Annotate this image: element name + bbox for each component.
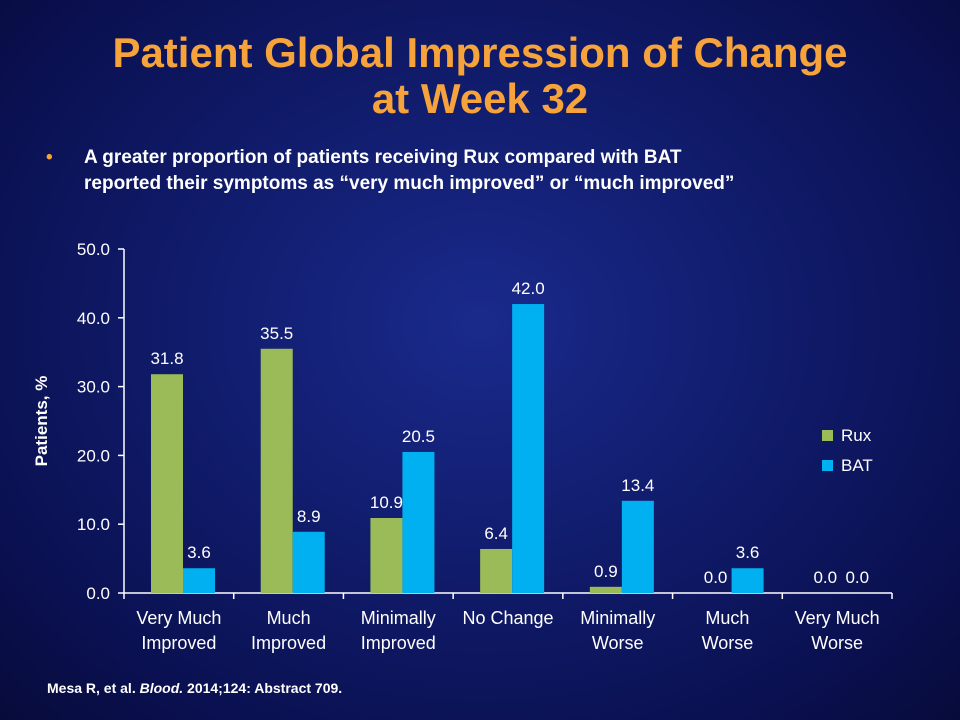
y-tick-label: 40.0 bbox=[77, 309, 110, 328]
data-label-bat: 3.6 bbox=[736, 543, 760, 562]
bullet-text-line-2: reported their symptoms as “very much im… bbox=[84, 173, 735, 194]
y-axis-title: Patients, % bbox=[32, 376, 51, 467]
x-category-label: Minimally bbox=[580, 608, 655, 628]
data-label-bat: 0.0 bbox=[845, 568, 869, 587]
legend-label-rux: Rux bbox=[841, 426, 872, 445]
x-category-label: No Change bbox=[462, 608, 553, 628]
x-category-label: Minimally bbox=[361, 608, 436, 628]
x-category-label: Improved bbox=[141, 633, 216, 653]
data-label-rux: 0.0 bbox=[704, 568, 728, 587]
data-label-bat: 13.4 bbox=[621, 476, 654, 495]
y-tick-label: 30.0 bbox=[77, 378, 110, 397]
data-label-rux: 0.9 bbox=[594, 562, 618, 581]
x-category-label: Improved bbox=[361, 633, 436, 653]
citation-details: 2014;124: Abstract 709. bbox=[183, 680, 343, 696]
bullet-point: • A greater proportion of patients recei… bbox=[46, 145, 926, 197]
y-tick-label: 20.0 bbox=[77, 446, 110, 465]
data-label-rux: 6.4 bbox=[484, 524, 508, 543]
x-category-label: Very Much bbox=[136, 608, 221, 628]
bar-rux bbox=[370, 518, 403, 593]
bar-bat bbox=[731, 568, 764, 593]
bar-rux bbox=[480, 548, 513, 593]
data-label-rux: 10.9 bbox=[370, 493, 403, 512]
citation-footnote: Mesa R, et al. Blood. 2014;124: Abstract… bbox=[47, 680, 342, 696]
slide-title: Patient Global Impression of Change at W… bbox=[0, 30, 960, 122]
y-tick-label: 0.0 bbox=[86, 584, 110, 603]
data-label-bat: 8.9 bbox=[297, 507, 321, 526]
legend-swatch-rux bbox=[822, 430, 833, 441]
data-label-rux: 35.5 bbox=[260, 324, 293, 343]
data-label-bat: 3.6 bbox=[187, 543, 211, 562]
bar-bat bbox=[621, 500, 654, 593]
slide-title-line-1: Patient Global Impression of Change bbox=[112, 29, 848, 76]
bar-bat bbox=[292, 531, 325, 593]
citation-authors: Mesa R, et al. bbox=[47, 680, 140, 696]
x-category-label: Much bbox=[267, 608, 311, 628]
bullet-marker: • bbox=[46, 147, 53, 168]
slide-title-line-2: at Week 32 bbox=[371, 75, 589, 122]
bar-bat bbox=[183, 568, 215, 593]
x-category-label: Very Much bbox=[795, 608, 880, 628]
x-category-label: Worse bbox=[702, 633, 754, 653]
bar-rux bbox=[589, 586, 622, 593]
data-label-bat: 42.0 bbox=[512, 279, 545, 298]
x-category-label: Much bbox=[705, 608, 749, 628]
x-category-label: Worse bbox=[811, 633, 863, 653]
bar-rux bbox=[151, 374, 183, 593]
legend-label-bat: BAT bbox=[841, 456, 873, 475]
y-tick-label: 10.0 bbox=[77, 515, 110, 534]
y-tick-label: 50.0 bbox=[77, 240, 110, 259]
data-label-bat: 20.5 bbox=[402, 427, 435, 446]
legend-swatch-bat bbox=[822, 460, 833, 471]
data-label-rux: 0.0 bbox=[813, 568, 837, 587]
x-category-label: Worse bbox=[592, 633, 644, 653]
bullet-text: A greater proportion of patients receivi… bbox=[84, 145, 926, 197]
data-label-rux: 31.8 bbox=[150, 349, 183, 368]
bar-bat bbox=[512, 304, 545, 593]
bar-bat bbox=[402, 451, 435, 593]
bar-rux bbox=[260, 348, 293, 593]
citation-journal: Blood. bbox=[139, 680, 184, 696]
bullet-text-line-1: A greater proportion of patients receivi… bbox=[84, 147, 682, 168]
x-category-label: Improved bbox=[251, 633, 326, 653]
